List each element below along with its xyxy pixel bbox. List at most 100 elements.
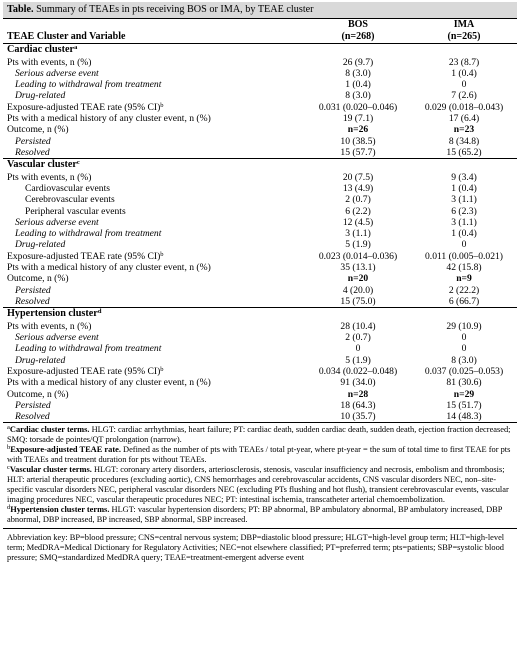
table-row: Serious adverse event 8 (3.0) 1 (0.4) <box>3 68 517 79</box>
table-row: Exposure-adjusted TEAE rate (95% CI)b 0.0… <box>3 102 517 113</box>
cluster-footnote-marker: c <box>76 159 80 167</box>
bos-value-cell: 19 (7.1) <box>342 112 374 124</box>
row-label-text: Pts with a medical history of any cluste… <box>7 377 211 389</box>
row-label: Pts with a medical history of any cluste… <box>3 113 305 124</box>
row-label-text: Leading to withdrawal from treatment <box>15 343 162 355</box>
row-label-text: Exposure-adjusted TEAE rate (95% CI) <box>7 365 161 377</box>
bos-value-cell: 20 (7.5) <box>342 171 374 183</box>
footnote-text: HLGT: vascular hypertension disorders; P… <box>7 505 503 525</box>
ima-value-cell: n=23 <box>453 124 475 136</box>
row-label: Serious adverse event <box>3 217 305 228</box>
row-label-text: Persisted <box>15 399 51 411</box>
row-label: Serious adverse event <box>3 332 305 343</box>
bos-value-cell: 15 (75.0) <box>340 295 376 307</box>
row-label-text: Serious adverse event <box>15 332 99 344</box>
row-label: Leading to withdrawal from treatment <box>3 79 305 90</box>
footnote-text: HLGT: cardiac arrhythmias, heart failure… <box>7 425 511 445</box>
header-bos-n: (n=268) <box>305 31 411 44</box>
footnote-label: Vascular cluster terms. <box>9 465 92 475</box>
row-label: Outcome, n (%) <box>3 124 305 135</box>
row-label-text: Drug-related <box>15 90 66 102</box>
row-label: Pts with a medical history of any cluste… <box>3 377 305 388</box>
ima-value-cell: 1 (0.4) <box>451 228 477 240</box>
table-row: Exposure-adjusted TEAE rate (95% CI)b 0.0… <box>3 251 517 262</box>
table-row: Drug-related 8 (3.0) 7 (2.6) <box>3 90 517 101</box>
row-label-text: Outcome, n (%) <box>7 124 69 136</box>
row-label: Drug-related <box>3 239 305 250</box>
row-label: Resolved <box>3 296 305 308</box>
bos-value-cell: 12 (4.5) <box>342 216 374 228</box>
row-label-text: Exposure-adjusted TEAE rate (95% CI) <box>7 101 161 113</box>
table-row: Leading to withdrawal from treatment 0 0 <box>3 343 517 354</box>
header-variable-column: TEAE Cluster and Variable <box>3 31 305 44</box>
table-row: Outcome, n (%) n=26 n=23 <box>3 124 517 135</box>
row-label: Pts with events, n (%) <box>3 321 305 332</box>
ima-value-cell: n=29 <box>453 388 475 400</box>
header-row-names: BOS IMA <box>3 19 517 31</box>
row-label-text: Persisted <box>15 284 51 296</box>
bos-value-cell: 10 (35.7) <box>340 411 376 423</box>
row-label-text: Resolved <box>15 411 50 423</box>
ima-value-cell: 42 (15.8) <box>446 262 482 274</box>
ima-value-cell: 7 (2.6) <box>451 90 477 102</box>
footnote-marker: a <box>7 424 10 432</box>
bos-value-cell: 0.034 (0.022–0.048) <box>318 365 398 377</box>
table-row: Peripheral vascular events 6 (2.2) 6 (2.3) <box>3 206 517 217</box>
table-row: Cardiovascular events 13 (4.9) 1 (0.4) <box>3 183 517 194</box>
table-row: Cerebrovascular events 2 (0.7) 3 (1.1) <box>3 194 517 205</box>
ima-value-cell: 3 (1.1) <box>451 216 477 228</box>
ima-value-cell: 15 (65.2) <box>446 146 482 158</box>
row-footnote-marker: b <box>160 365 164 373</box>
table-row: Leading to withdrawal from treatment 1 (0… <box>3 79 517 90</box>
table-row: Resolved 15 (57.7) 15 (65.2) <box>3 147 517 159</box>
header-ima-n: (n=265) <box>411 31 517 44</box>
cluster-heading-row: Hypertension clusterd <box>3 307 517 321</box>
ima-value-cell: 0.011 (0.005–0.021) <box>425 250 503 262</box>
bos-value-cell: n=28 <box>347 388 369 400</box>
cluster-footnote-marker: a <box>74 44 78 51</box>
bos-value-cell: 18 (64.3) <box>340 399 376 411</box>
footnotes: aCardiac cluster terms. HLGT: cardiac ar… <box>3 422 517 530</box>
bos-value-cell: n=20 <box>347 273 369 285</box>
header-row-counts: TEAE Cluster and Variable (n=268) (n=265… <box>3 31 517 44</box>
footnote-marker: b <box>7 444 11 452</box>
table-row: Exposure-adjusted TEAE rate (95% CI)b 0.0… <box>3 366 517 377</box>
bos-value-cell: 0.023 (0.014–0.036) <box>318 250 398 262</box>
table-title-label: Table. <box>7 4 34 15</box>
bos-value-cell: 5 (1.9) <box>345 239 371 251</box>
row-label-text: Drug-related <box>15 239 66 251</box>
bos-value-cell: 15 (57.7) <box>340 146 376 158</box>
ima-value-cell: 0 <box>461 239 467 251</box>
row-label: Persisted <box>3 400 305 411</box>
cluster-heading-row: Vascular clusterc <box>3 158 517 172</box>
ima-value-cell: 1 (0.4) <box>451 182 477 194</box>
row-label: Cardiovascular events <box>3 183 305 194</box>
bos-value-cell: 26 (9.7) <box>342 56 374 68</box>
cluster-name: Vascular cluster <box>7 159 77 171</box>
footnote: aCardiac cluster terms. HLGT: cardiac ar… <box>7 425 513 445</box>
ima-value-cell: 6 (66.7) <box>448 295 480 307</box>
cluster-name: Cardiac cluster <box>7 44 75 55</box>
row-label-text: Leading to withdrawal from treatment <box>15 228 162 240</box>
table-row: Persisted 4 (20.0) 2 (22.2) <box>3 285 517 296</box>
row-label: Leading to withdrawal from treatment <box>3 343 305 354</box>
table-row: Persisted 18 (64.3) 15 (51.7) <box>3 400 517 411</box>
bos-value-cell: 35 (13.1) <box>340 262 376 274</box>
row-label-text: Pts with a medical history of any cluste… <box>7 262 211 274</box>
row-label: Exposure-adjusted TEAE rate (95% CI)b <box>3 251 305 262</box>
table-title: Table. Summary of TEAEs in pts receiving… <box>3 2 517 19</box>
bos-value-cell: 6 (2.2) <box>345 205 371 217</box>
bos-value-cell: 2 (0.7) <box>345 332 371 344</box>
bos-value-cell: 0.031 (0.020–0.046) <box>318 101 398 113</box>
table-row: Pts with a medical history of any cluste… <box>3 113 517 124</box>
row-label-text: Outcome, n (%) <box>7 388 69 400</box>
ima-value-cell: 0 <box>461 343 467 355</box>
row-label: Peripheral vascular events <box>3 206 305 217</box>
ima-value-cell: 17 (6.4) <box>448 112 480 124</box>
table-row: Resolved 15 (75.0) 6 (66.7) <box>3 296 517 308</box>
abbreviation-key: Abbreviation key: BP=blood pressure; CNS… <box>3 529 517 565</box>
row-label-text: Pts with events, n (%) <box>7 171 92 183</box>
cluster-heading-row: Cardiac clustera <box>3 44 517 57</box>
row-label-text: Cardiovascular events <box>25 182 110 194</box>
ima-value-cell: 14 (48.3) <box>446 411 482 423</box>
